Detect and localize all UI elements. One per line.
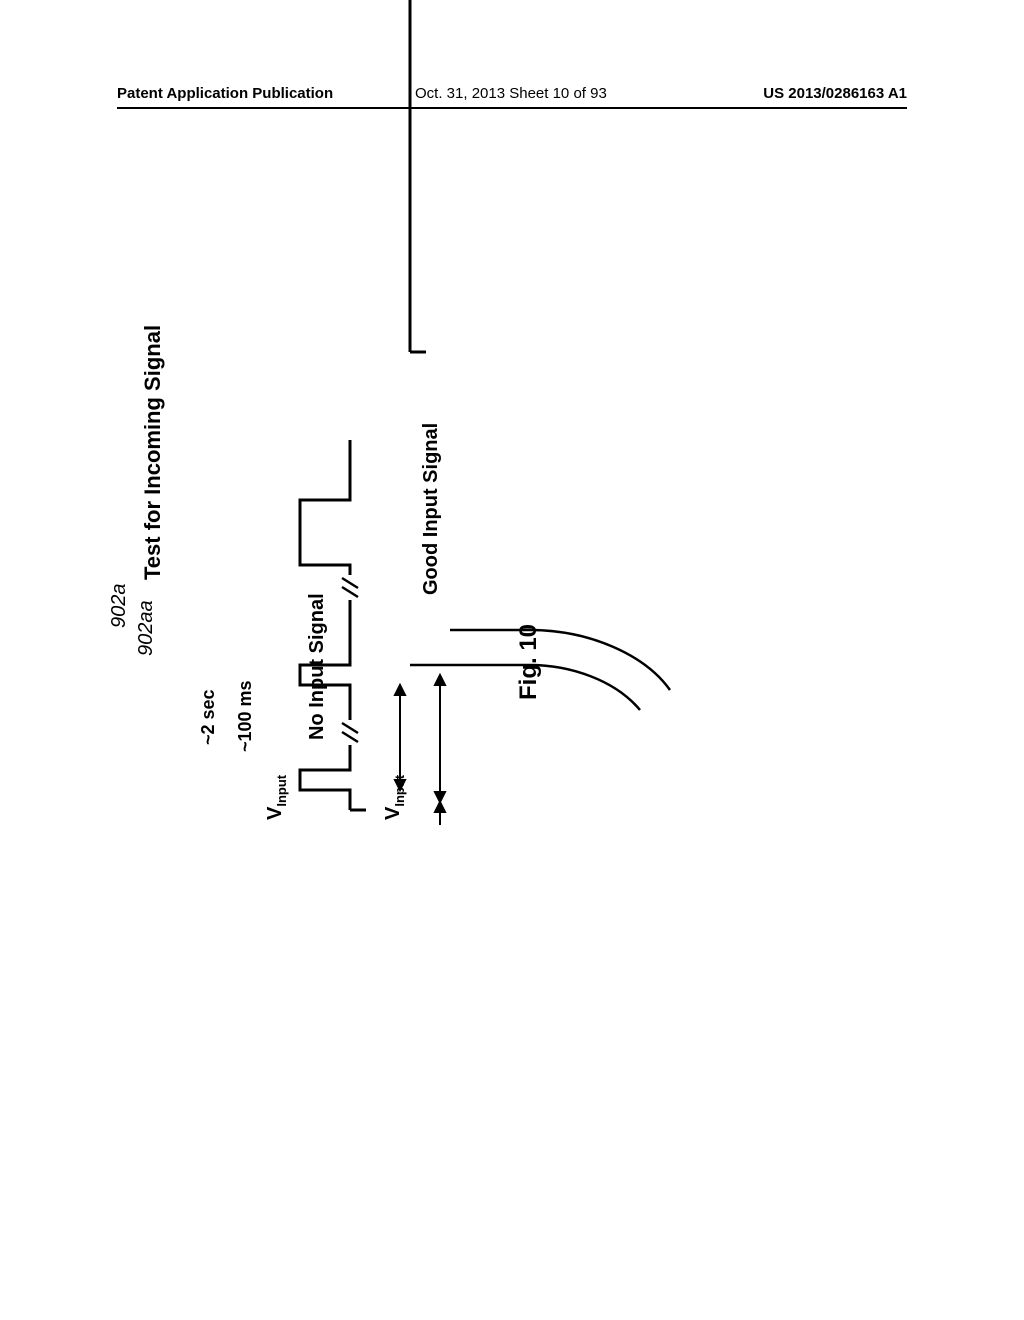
vinput-label-2: VInput	[382, 775, 407, 820]
figure-caption: Fig. 10	[515, 624, 543, 700]
ref-902a: 902a	[108, 584, 131, 629]
page-header: Patent Application Publication Oct. 31, …	[0, 85, 1024, 115]
header-date-sheet: Oct. 31, 2013 Sheet 10 of 93	[415, 85, 607, 102]
header-rule	[117, 107, 907, 109]
header-publication: Patent Application Publication	[117, 85, 333, 102]
waveform2-svg	[390, 0, 430, 422]
figure-10: VInput VInput ~2 sec ~100 ms No Input Si…	[290, 300, 740, 1000]
waveform-svg	[270, 420, 730, 880]
label-100ms: ~100 ms	[235, 680, 256, 752]
vinput-label-1: VInput	[264, 775, 289, 820]
label-2sec: ~2 sec	[198, 689, 219, 745]
label-no-input: No Input Signal	[306, 593, 329, 740]
ref-902aa: 902aa	[135, 600, 158, 656]
header-patent-number: US 2013/0286163 A1	[763, 85, 907, 102]
label-good-input: Good Input Signal	[420, 423, 443, 595]
label-test-incoming: Test for Incoming Signal	[140, 325, 166, 580]
